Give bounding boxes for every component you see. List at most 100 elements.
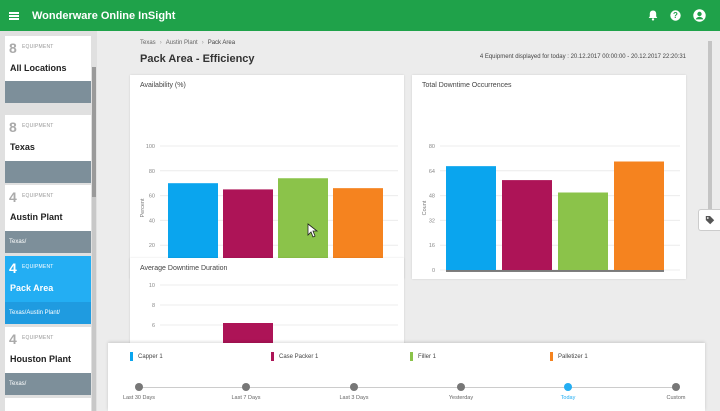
location-name: Houston Plant: [10, 354, 71, 364]
calendar-icon[interactable]: [672, 383, 680, 391]
svg-text:?: ?: [673, 11, 678, 20]
y-tick-label: 80: [149, 169, 155, 175]
breadcrumb-item-current: Pack Area: [207, 40, 236, 46]
main-scrollbar[interactable]: [708, 41, 712, 411]
app-title: Wonderware Online InSight: [32, 9, 176, 22]
equipment-count: 4: [9, 189, 17, 205]
location-path: [5, 81, 91, 103]
sidebar-item-all-locations[interactable]: 8 EQUIPMENT All Locations: [5, 36, 91, 103]
sidebar-scroll-thumb[interactable]: [92, 67, 96, 197]
legend-label: Capper 1: [138, 353, 163, 360]
y-tick-label: 0: [432, 268, 435, 274]
location-path: Texas/Austin Plant/: [5, 302, 91, 324]
legend-label: Case Packer 1: [279, 353, 319, 360]
top-app-bar: Wonderware Online InSight ?: [0, 0, 720, 31]
bar-capper-1[interactable]: [168, 183, 218, 270]
legend-label: Filler 1: [418, 353, 437, 360]
timeline-label-today[interactable]: Today: [560, 395, 576, 401]
timeline-label-yesterday[interactable]: Yesterday: [448, 395, 474, 401]
legend-swatch: [410, 352, 413, 361]
timeline-track: [138, 387, 675, 388]
time-filter-panel: Capper 1 Case Packer 1 Filler 1 Palletiz…: [108, 343, 705, 411]
bell-icon[interactable]: [648, 10, 658, 21]
menu-icon[interactable]: [0, 0, 28, 31]
breadcrumb-item[interactable]: Austin Plant: [165, 40, 198, 46]
timeline-dot-last-7-days[interactable]: [242, 383, 250, 391]
timeline-label-last-30-days[interactable]: Last 30 Days: [122, 395, 156, 401]
breadcrumb-item[interactable]: Texas: [140, 40, 156, 46]
downtime-occurrences-chart-panel: Total Downtime Occurrences 0 16 32 48 64 80 Co…: [412, 75, 686, 279]
legend-item-capper[interactable]: Capper 1: [130, 352, 163, 361]
mouse-pointer-icon: [307, 223, 319, 238]
legend-swatch: [550, 352, 553, 361]
y-tick-label: 60: [149, 194, 155, 200]
main-scroll-thumb[interactable]: [708, 41, 712, 221]
equipment-unit: EQUIPMENT: [22, 335, 54, 341]
sidebar-item-austin-plant[interactable]: 4 EQUIPMENT Austin Plant Texas/: [5, 185, 91, 253]
bar-palletizer-1[interactable]: [333, 188, 383, 270]
legend-item-palletizer[interactable]: Palletizer 1: [550, 352, 588, 361]
y-tick-label: 6: [152, 323, 155, 329]
equipment-unit: EQUIPMENT: [22, 44, 54, 50]
bar-case-packer-1[interactable]: [223, 189, 273, 270]
tag-icon[interactable]: [698, 209, 720, 231]
account-icon[interactable]: [693, 9, 706, 22]
timeline-dot-last-30-days[interactable]: [135, 383, 143, 391]
location-name: Texas: [10, 142, 35, 152]
equipment-summary: 4 Equipment displayed for today : 20.12.…: [479, 54, 686, 60]
timeline-label-last-7-days[interactable]: Last 7 Days: [231, 395, 261, 401]
sidebar-item-houston-plant[interactable]: 4 EQUIPMENT Houston Plant Texas/: [5, 327, 91, 395]
availability-chart: 020406080100Percent: [140, 144, 398, 274]
location-path: Texas/: [5, 373, 91, 395]
location-name: Austin Plant: [10, 212, 63, 222]
equipment-count: 8: [9, 119, 17, 135]
y-tick-label: 48: [429, 194, 435, 200]
sidebar-item-texas[interactable]: 8 EQUIPMENT Texas: [5, 115, 91, 183]
y-axis-label: Count: [422, 200, 428, 215]
timeline-dot-yesterday[interactable]: [457, 383, 465, 391]
bar-filler-1[interactable]: [558, 192, 608, 271]
location-path: [5, 161, 91, 183]
equipment-count: 8: [9, 40, 17, 56]
equipment-unit: EQUIPMENT: [22, 123, 54, 129]
y-tick-label: 100: [146, 144, 155, 150]
y-tick-label: 20: [149, 243, 155, 249]
location-sidebar: 8 EQUIPMENT All Locations 8 EQUIPMENT Te…: [0, 31, 97, 411]
y-tick-label: 8: [152, 303, 155, 309]
chevron-right-icon: ›: [159, 40, 162, 46]
timeline-label-last-3-days[interactable]: Last 3 Days: [339, 395, 369, 401]
sidebar-item-partial[interactable]: [5, 398, 91, 411]
chart-title: Average Downtime Duration: [140, 265, 228, 272]
y-tick-label: 32: [429, 218, 435, 224]
sidebar-item-pack-area[interactable]: 4 EQUIPMENT Pack Area Texas/Austin Plant…: [5, 256, 91, 324]
legend-item-case-packer[interactable]: Case Packer 1: [271, 352, 318, 361]
help-icon[interactable]: ?: [670, 10, 681, 21]
y-axis-label: Percent: [140, 198, 146, 217]
bar-palletizer-1[interactable]: [614, 161, 664, 271]
timeline-dot-last-3-days[interactable]: [350, 383, 358, 391]
timeline-dot-today[interactable]: [564, 383, 572, 391]
bar-filler-1[interactable]: [278, 178, 328, 270]
bar-capper-1[interactable]: [446, 166, 496, 270]
timeline-label-custom[interactable]: Custom: [666, 395, 686, 401]
equipment-unit: EQUIPMENT: [22, 264, 54, 270]
bar-case-packer-1[interactable]: [502, 180, 552, 270]
location-path: Texas/: [5, 231, 91, 253]
equipment-unit: EQUIPMENT: [22, 193, 54, 199]
legend-label: Palletizer 1: [558, 353, 588, 360]
legend-swatch: [271, 352, 274, 361]
legend-item-filler[interactable]: Filler 1: [410, 352, 436, 361]
downtime-occurrences-chart: 0 16 32 48 64 80 Count: [422, 144, 680, 274]
y-tick-label: 80: [429, 144, 435, 150]
chart-title: Availability (%): [140, 82, 186, 89]
y-tick-label: 64: [429, 169, 435, 175]
availability-chart-panel: Availability (%) 020406080100Percent: [130, 75, 404, 279]
breadcrumb: Texas › Austin Plant › Pack Area: [140, 40, 235, 46]
y-tick-label: 16: [429, 243, 435, 249]
equipment-count: 4: [9, 331, 17, 347]
equipment-count: 4: [9, 260, 17, 276]
sidebar-scrollbar[interactable]: [92, 67, 96, 411]
legend-swatch: [130, 352, 133, 361]
y-tick-label: 40: [149, 218, 155, 224]
chart-title: Total Downtime Occurrences: [422, 82, 512, 89]
